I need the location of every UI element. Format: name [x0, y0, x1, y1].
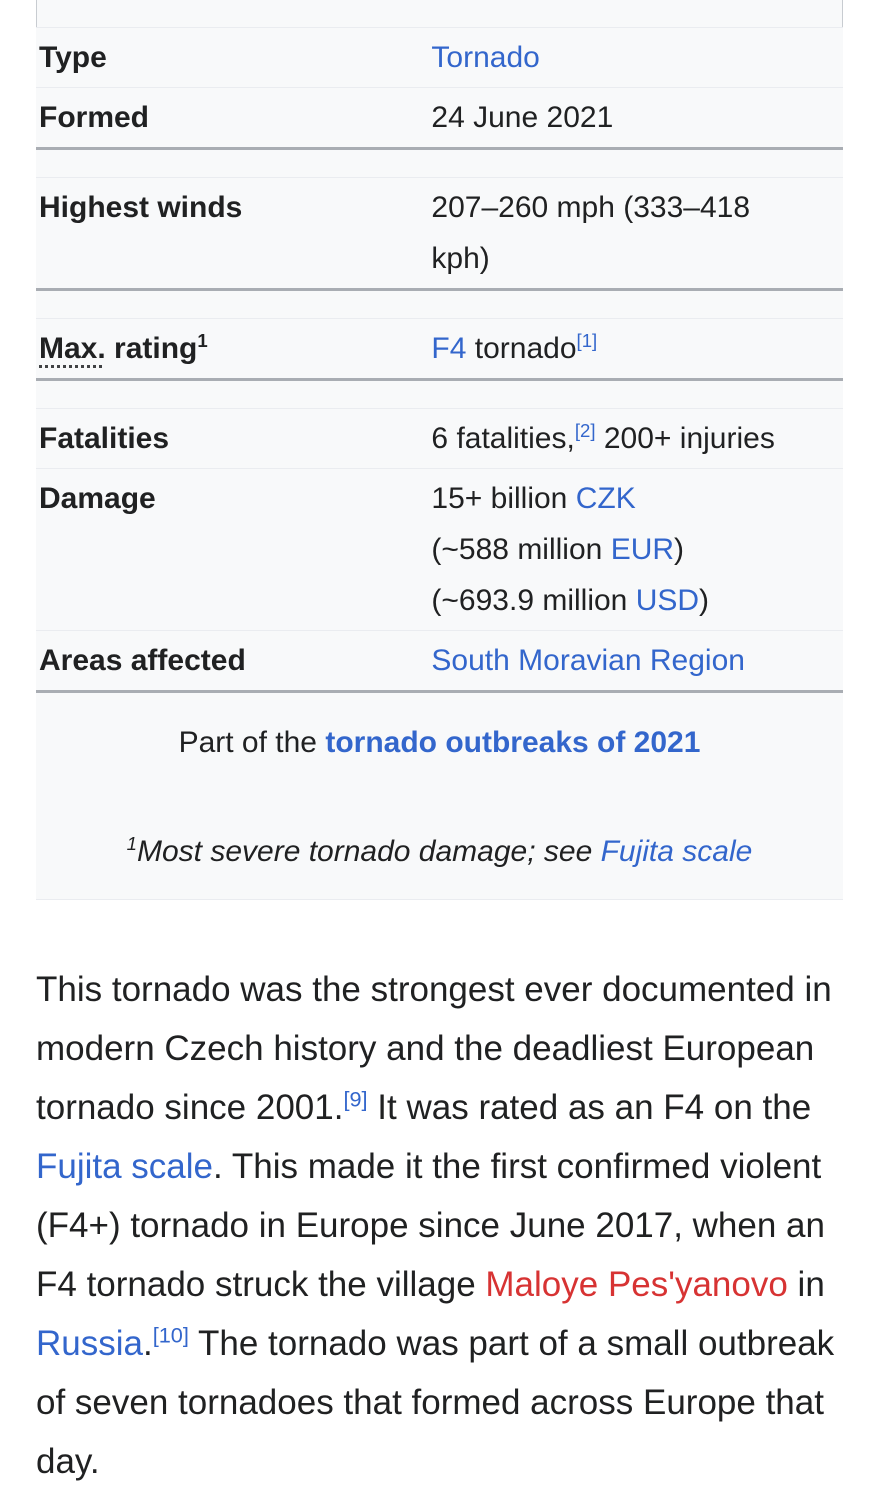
text-segment: Most severe tornado damage; see — [137, 835, 601, 868]
row-divider — [36, 27, 843, 28]
text-segment: in — [787, 1265, 825, 1304]
infobox-label-max-rating: Max. rating1 — [36, 319, 431, 378]
section-divider — [36, 690, 843, 693]
fujita-scale-footnote-link[interactable]: Fujita scale — [600, 835, 753, 868]
text-segment: 6 fatalities, — [431, 422, 575, 455]
tornado-outbreaks-of-2021-link[interactable]: tornado outbreaks of 2021 — [325, 726, 701, 759]
ref-1-link[interactable]: [1] — [576, 330, 598, 351]
text-segment: ) — [699, 584, 710, 617]
infobox-value-formed: 24 June 2021 — [431, 88, 843, 147]
row-divider — [36, 630, 843, 631]
infobox-label-type: Type — [36, 28, 431, 87]
infobox-label-highest-winds: Highest winds — [36, 178, 431, 237]
row-divider — [36, 177, 843, 178]
text-segment: kph) — [431, 242, 490, 275]
infobox-label-damage: Damage — [36, 469, 431, 528]
spacer-row — [36, 0, 843, 27]
infobox-value-line: Tornado — [431, 32, 843, 83]
fujita-scale-body-link[interactable]: Fujita scale — [36, 1147, 214, 1186]
maloye-pesyanovo-link[interactable]: Maloye Pes'yanovo — [485, 1265, 788, 1304]
infobox-value-line: 24 June 2021 — [431, 92, 843, 143]
body-paragraph: This tornado was the strongest ever docu… — [36, 960, 843, 1491]
infobox-row-formed: Formed 24 June 2021 — [36, 88, 843, 147]
text-segment: . — [142, 1324, 153, 1363]
infobox-row-max-rating: Max. rating1 F4 tornado[1] — [36, 319, 843, 378]
infobox-label-formed: Formed — [36, 88, 431, 147]
infobox-value-line: South Moravian Region — [431, 635, 843, 686]
tornado-infobox: Type Tornado Formed 24 June 2021 Highest win… — [36, 0, 843, 900]
infobox-value-line: 207–260 mph (333–418 — [431, 182, 843, 233]
text-segment: 15+ billion — [431, 482, 576, 515]
text-segment: tornado — [466, 332, 577, 365]
infobox-value-areas-affected: South Moravian Region — [431, 631, 843, 690]
infobox-value-highest-winds: 207–260 mph (333–418 kph) — [431, 178, 843, 288]
row-divider — [36, 468, 843, 469]
infobox-value-line: F4 tornado[1] — [431, 323, 843, 374]
text-segment: Part of the — [178, 726, 326, 759]
section-divider — [36, 147, 843, 150]
text-segment: The tornado was part of a small outbreak… — [36, 1324, 835, 1481]
text-segment: ) — [674, 533, 685, 566]
text-segment: Fatalities — [39, 422, 170, 455]
text-segment: Highest winds — [39, 191, 243, 224]
row-divider — [36, 408, 843, 409]
tornado-link[interactable]: Tornado — [431, 41, 540, 74]
eur-link[interactable]: EUR — [610, 533, 675, 566]
infobox-value-line: kph) — [431, 233, 843, 284]
text-segment: 207–260 mph (333–418 — [431, 191, 751, 224]
infobox-row-type: Type Tornado — [36, 28, 843, 87]
row-divider — [36, 87, 843, 88]
section-divider — [36, 378, 843, 381]
text-segment: Formed — [39, 101, 150, 134]
spacer-row — [36, 150, 843, 177]
text-segment: This tornado was the strongest ever docu… — [36, 970, 832, 1127]
infobox-row-fatalities: Fatalities 6 fatalities,[2] 200+ injuries — [36, 409, 843, 468]
spacer-row — [36, 381, 843, 408]
infobox-value-line: 6 fatalities,[2] 200+ injuries — [431, 413, 843, 464]
text-segment: It was rated as an F4 on the — [367, 1088, 812, 1127]
infobox-value-line: (~588 million EUR) — [431, 524, 843, 575]
abbreviation: Max. — [39, 332, 106, 365]
south-moravian-region-link[interactable]: South Moravian Region — [431, 644, 745, 677]
czk-link[interactable]: CZK — [575, 482, 636, 515]
infobox-row-damage: Damage 15+ billion CZK (~588 million EUR)(… — [36, 469, 843, 630]
f4-link[interactable]: F4 — [431, 332, 467, 365]
ref-2-link[interactable]: [2] — [574, 420, 596, 441]
infobox-row-highest-winds: Highest winds 207–260 mph (333–418 kph) — [36, 178, 843, 288]
infobox-value-type: Tornado — [431, 28, 843, 87]
superscript-marker: 1 — [126, 833, 137, 854]
row-divider — [36, 318, 843, 319]
text-segment: 200+ injuries — [595, 422, 775, 455]
text-segment: Areas affected — [39, 644, 246, 677]
spacer-row — [36, 291, 843, 318]
text-segment: Type — [39, 41, 107, 74]
infobox-value-fatalities: 6 fatalities,[2] 200+ injuries — [431, 409, 843, 468]
superscript-marker: 1 — [197, 330, 208, 351]
text-segment: Damage — [39, 482, 156, 515]
infobox-label-areas-affected: Areas affected — [36, 631, 431, 690]
text-segment: rating — [105, 332, 198, 365]
text-segment: 24 June 2021 — [431, 101, 614, 134]
russia-link[interactable]: Russia — [36, 1324, 143, 1363]
infobox-row-areas-affected: Areas affected South Moravian Region — [36, 631, 843, 690]
ref-9-link[interactable]: [9] — [343, 1086, 368, 1112]
infobox-value-line: 15+ billion CZK — [431, 473, 843, 524]
usd-link[interactable]: USD — [635, 584, 700, 617]
row-divider — [36, 899, 843, 900]
text-segment: . This made it the first confirmed viole… — [36, 1147, 825, 1304]
infobox-value-damage: 15+ billion CZK (~588 million EUR) (~693.9… — [431, 469, 843, 630]
infobox-footnote: 1Most severe tornado damage; see Fujita … — [36, 768, 843, 899]
infobox-value-max-rating: F4 tornado[1] — [431, 319, 843, 378]
text-segment: (~588 million — [431, 533, 611, 566]
infobox-value-line: (~693.9 million USD) — [431, 575, 843, 626]
ref-10-link[interactable]: [10] — [152, 1322, 189, 1348]
infobox-label-fatalities: Fatalities — [36, 409, 431, 468]
section-divider — [36, 288, 843, 291]
text-segment: (~693.9 million — [431, 584, 636, 617]
infobox-part-of: Part of the tornado outbreaks of 2021 — [36, 693, 843, 768]
